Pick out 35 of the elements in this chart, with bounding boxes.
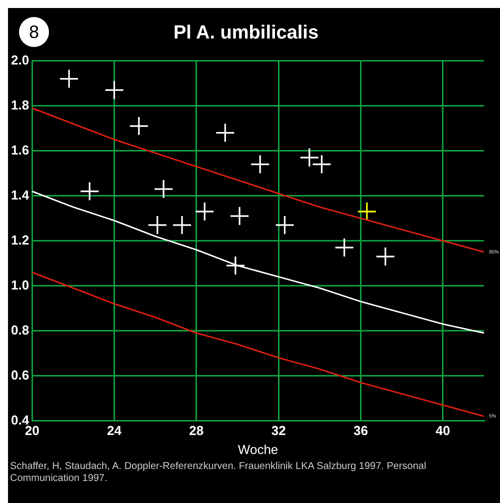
point [129, 116, 149, 136]
y-tick-label: 1.4 [10, 187, 30, 202]
point [357, 202, 377, 222]
x-tick-label: 28 [189, 423, 204, 438]
point [80, 182, 100, 202]
y-tick-label: 2.0 [10, 52, 30, 68]
point [215, 123, 235, 143]
x-tick-label: 32 [271, 423, 286, 438]
point [300, 148, 320, 168]
y-tick-label: 1.8 [10, 97, 30, 112]
y-tick-label: 1.2 [10, 232, 30, 248]
x-tick-label: 36 [354, 423, 368, 438]
point [59, 69, 79, 89]
circle-badge: 8 [19, 17, 49, 47]
point [104, 80, 124, 100]
point [250, 154, 270, 174]
x-tick-label: 24 [107, 423, 122, 438]
point [154, 179, 174, 199]
point [274, 215, 295, 235]
point [334, 238, 354, 258]
point [230, 206, 250, 226]
point [312, 154, 332, 174]
chart-title: Pl A. umbilicalis [173, 22, 319, 44]
y-tick-label: 1.6 [10, 142, 30, 158]
point [226, 256, 246, 276]
point [376, 246, 396, 266]
point [194, 202, 214, 222]
y-tick-label: 0.6 [10, 367, 30, 382]
point [148, 215, 168, 235]
x-axis-title: Woche [238, 442, 278, 457]
point [172, 215, 192, 235]
y-tick-label: 1.0 [10, 277, 30, 292]
text: Schaffer, H, Staudach, A. Doppler-Referenzkurven. Frauenklinik LKA Salzburg 1997. Personal Communication 1997. [10, 461, 428, 485]
y-tick-label: 0.8 [10, 322, 30, 338]
x-tick-label: 40 [436, 423, 450, 438]
